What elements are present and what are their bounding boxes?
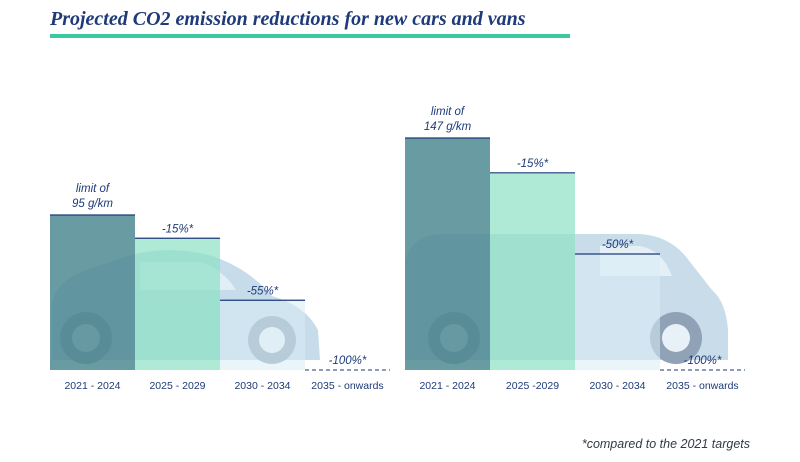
data-label-vans-2: -50%* [602,239,634,251]
category-label-vans-2: 2030 - 2034 [589,380,645,392]
category-label-cars-1: 2025 - 2029 [149,380,205,392]
bar-vans-2 [575,254,660,370]
data-label-vans-0: limit of 147 g/km [424,106,472,133]
category-label-cars-0: 2021 - 2024 [64,380,120,392]
bar-cars-0 [50,215,135,370]
data-label-cars-1: -15%* [162,223,194,235]
data-label-vans-1: -15%* [517,158,549,170]
cars-panel: limit of 95 g/km -15%* -55%* -100%* 2021 - 2… [50,183,390,392]
category-label-vans-1: 2025 -2029 [506,380,559,392]
data-label-cars-2: -55%* [247,285,279,297]
title-underline [50,34,570,38]
bar-vans-0 [405,138,490,370]
category-label-cars-2: 2030 - 2034 [234,380,290,392]
vans-panel: limit of 147 g/km -15%* -50%* -100%* 2021 - … [405,106,745,392]
category-label-cars-3: 2035 - onwards [311,380,383,392]
category-label-vans-0: 2021 - 2024 [419,380,475,392]
data-label-cars-3: -100%* [329,355,367,367]
chart-title: Projected CO2 emission reductions for ne… [50,8,526,30]
bar-vans-1 [490,172,575,370]
bar-cars-2 [220,300,305,370]
data-label-cars-0: limit of 95 g/km [72,183,113,210]
bar-cars-1 [135,238,220,370]
category-label-vans-3: 2035 - onwards [666,380,738,392]
footnote: *compared to the 2021 targets [581,437,750,451]
data-label-vans-3: -100%* [684,355,722,367]
